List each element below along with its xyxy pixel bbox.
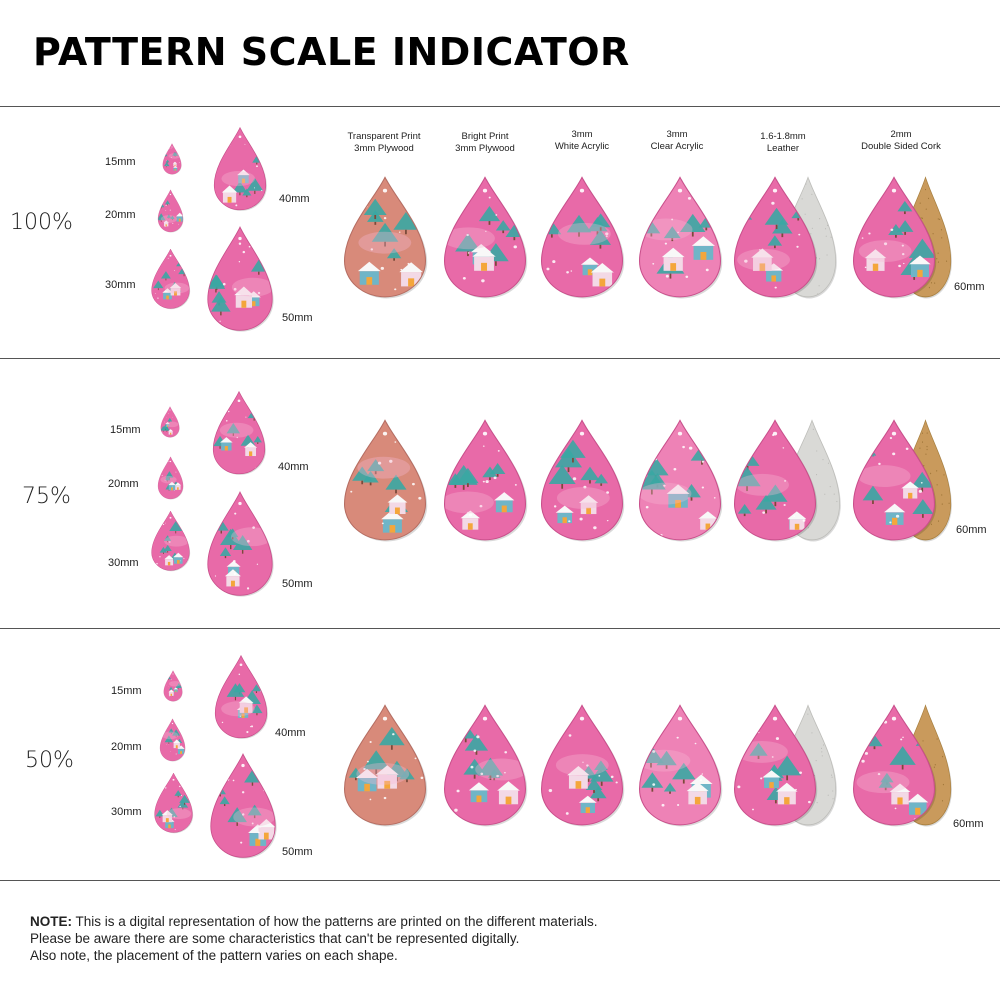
teardrop-30mm	[153, 772, 194, 834]
note-line-2: Please be aware there are some character…	[30, 931, 520, 946]
size-label-30mm: 30mm	[108, 557, 139, 569]
material-label-leather: 1.6-1.8mm Leather	[760, 131, 806, 154]
teardrop-20mm	[157, 456, 184, 500]
material-label-transparent-plywood: Transparent Print 3mm Plywood	[347, 131, 421, 154]
teardrop-white-acrylic	[538, 175, 626, 300]
teardrop-clear-acrylic	[636, 418, 724, 543]
size-label-20mm: 20mm	[105, 209, 136, 221]
teardrop-cork	[850, 175, 938, 300]
size-label-50mm: 50mm	[282, 312, 313, 324]
teardrop-30mm	[150, 510, 191, 572]
teardrop-white-acrylic	[538, 418, 626, 543]
teardrop-leather	[731, 418, 819, 543]
size-label-20mm: 20mm	[111, 741, 142, 753]
teardrop-leather	[731, 175, 819, 300]
note-heading: NOTE:	[30, 914, 72, 929]
scale-label-50: 50%	[25, 748, 74, 773]
teardrop-bright-plywood	[441, 175, 529, 300]
teardrop-transparent-plywood	[341, 703, 429, 828]
teardrop-20mm	[157, 189, 184, 233]
teardrop-30mm	[150, 248, 191, 310]
teardrop-15mm	[162, 143, 182, 175]
size-label-60mm: 60mm	[956, 524, 987, 536]
divider	[0, 358, 1000, 359]
size-label-50mm: 50mm	[282, 578, 313, 590]
size-label-15mm: 15mm	[111, 685, 142, 697]
size-label-15mm: 15mm	[110, 424, 141, 436]
size-label-50mm: 50mm	[282, 846, 313, 858]
size-label-60mm: 60mm	[953, 818, 984, 830]
teardrop-cork	[850, 418, 938, 543]
teardrop-20mm	[159, 718, 186, 762]
size-label-40mm: 40mm	[275, 727, 306, 739]
teardrop-clear-acrylic	[636, 703, 724, 828]
teardrop-40mm	[212, 126, 268, 212]
divider	[0, 628, 1000, 629]
divider	[0, 880, 1000, 881]
teardrop-50mm	[205, 225, 275, 333]
material-label-bright-plywood: Bright Print 3mm Plywood	[455, 131, 515, 154]
size-label-30mm: 30mm	[105, 279, 136, 291]
size-label-60mm: 60mm	[954, 281, 985, 293]
page-title: PATTERN SCALE INDICATOR	[33, 30, 630, 74]
note-line-1: This is a digital representation of how …	[72, 914, 598, 929]
size-label-40mm: 40mm	[278, 461, 309, 473]
teardrop-40mm	[213, 654, 269, 740]
size-label-15mm: 15mm	[105, 156, 136, 168]
scale-label-100: 100%	[10, 210, 73, 235]
teardrop-15mm	[163, 670, 183, 702]
material-label-cork: 2mm Double Sided Cork	[861, 129, 941, 152]
note-block: NOTE: This is a digital representation o…	[30, 913, 598, 964]
size-label-40mm: 40mm	[279, 193, 310, 205]
teardrop-clear-acrylic	[636, 175, 724, 300]
size-label-30mm: 30mm	[111, 806, 142, 818]
teardrop-transparent-plywood	[341, 175, 429, 300]
teardrop-50mm	[205, 490, 275, 598]
teardrop-white-acrylic	[538, 703, 626, 828]
material-label-white-acrylic: 3mm White Acrylic	[554, 129, 610, 152]
note-line-3: Also note, the placement of the pattern …	[30, 948, 398, 963]
teardrop-cork	[850, 703, 938, 828]
scale-label-75: 75%	[22, 484, 71, 509]
teardrop-bright-plywood	[441, 703, 529, 828]
teardrop-bright-plywood	[441, 418, 529, 543]
teardrop-15mm	[160, 406, 180, 438]
teardrop-40mm	[211, 390, 267, 476]
teardrop-transparent-plywood	[341, 418, 429, 543]
divider	[0, 106, 1000, 107]
teardrop-50mm	[208, 752, 278, 860]
material-label-clear-acrylic: 3mm Clear Acrylic	[650, 129, 704, 152]
teardrop-leather	[731, 703, 819, 828]
size-label-20mm: 20mm	[108, 478, 139, 490]
